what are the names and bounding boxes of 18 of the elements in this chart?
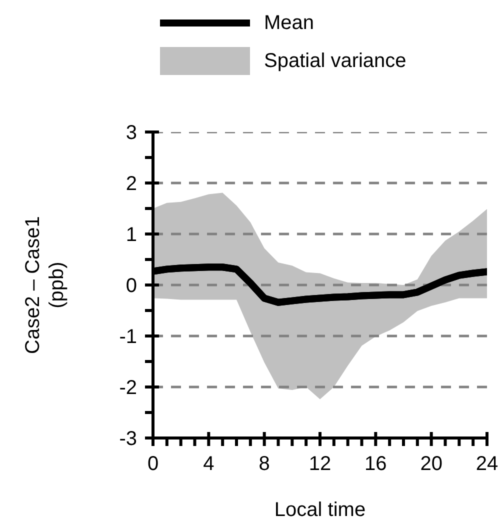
x-axis-title: Local time <box>274 499 366 521</box>
legend-label: Spatial variance <box>264 50 406 72</box>
x-tick-label: 20 <box>420 453 442 475</box>
x-tick-label: 4 <box>203 453 214 475</box>
y-axis-title: Case2 – Case1 (ppb) <box>22 216 68 354</box>
y-tick-label: -2 <box>119 377 137 399</box>
y-tick-label: -3 <box>119 428 137 450</box>
legend-label: Mean <box>264 12 314 34</box>
x-tick-label: 16 <box>364 453 387 475</box>
x-tick-label: 12 <box>308 453 332 475</box>
x-tick-label: 24 <box>476 453 498 475</box>
y-tick-label: 1 <box>126 224 137 246</box>
y-tick-label: -1 <box>119 326 137 348</box>
x-tick-label: 0 <box>147 453 159 475</box>
y-tick-label: 2 <box>126 173 137 195</box>
x-tick-label: 8 <box>258 453 270 475</box>
y-tick-label: 0 <box>126 275 137 297</box>
y-tick-label: 3 <box>126 122 137 144</box>
